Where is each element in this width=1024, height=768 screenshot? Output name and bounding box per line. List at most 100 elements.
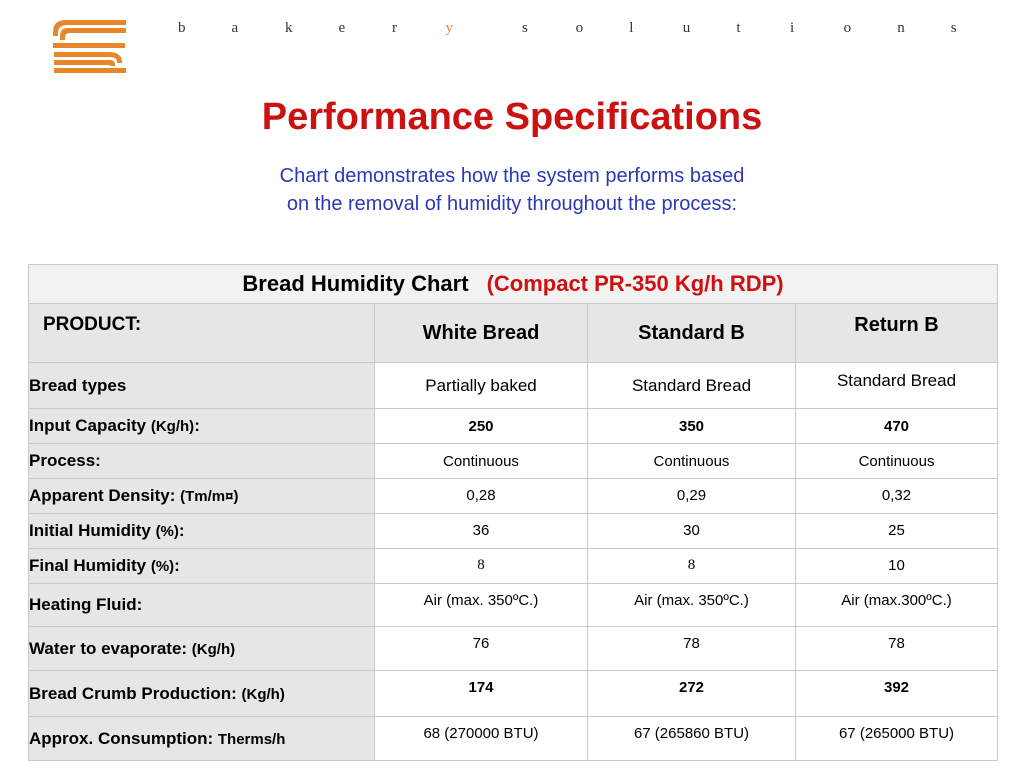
row-label: Initial Humidity (%):	[28, 513, 375, 549]
row-label: Input Capacity (Kg/h):	[28, 408, 375, 444]
row-suffix: :	[174, 556, 180, 575]
table-row: Final Humidity (%): 8 8 10	[28, 548, 999, 584]
row-suffix: :	[194, 416, 200, 435]
table-cell: Continuous	[794, 443, 999, 479]
table-cell: Standard Bread	[794, 362, 999, 409]
table-cell: Standard Bread	[587, 362, 796, 409]
row-label: Process:	[28, 443, 375, 479]
row-unit: (Kg/h)	[150, 418, 195, 435]
row-label-text: Water to evaporate:	[29, 638, 192, 658]
row-label: Water to evaporate: (Kg/h)	[28, 626, 375, 671]
table-cell: Continuous	[374, 443, 588, 479]
table-cell: 0,29	[587, 478, 796, 514]
row-label: Final Humidity (%):	[28, 548, 375, 584]
row-unit: (Tm/m¤)	[180, 488, 239, 505]
subtitle-line-2: on the removal of humidity throughout th…	[286, 193, 738, 215]
table-cell: 470	[794, 408, 999, 444]
brand-letter: t	[736, 20, 741, 36]
table-cell: 250	[374, 408, 588, 444]
table-cell: 8	[587, 548, 796, 584]
row-label: Bread Crumb Production: (Kg/h)	[28, 670, 375, 717]
table-row: Apparent Density: (Tm/m¤) 0,28 0,29 0,32	[28, 478, 999, 514]
row-unit: Therms/h	[217, 730, 286, 748]
column-header: White Bread	[374, 303, 588, 363]
row-unit: (Kg/h)	[241, 685, 285, 703]
brand-letter: s	[522, 20, 528, 36]
table-cell: 36	[374, 513, 588, 549]
table-cell: 78	[794, 626, 999, 671]
row-label: Heating Fluid:	[28, 583, 375, 627]
table-row: Water to evaporate: (Kg/h) 76 78 78	[28, 626, 999, 671]
row-label: Approx. Consumption: Therms/h	[28, 716, 375, 761]
row-unit: (%)	[150, 558, 175, 575]
stylized-s-stripes-logo-icon	[53, 20, 126, 73]
table-cell: 272	[587, 670, 796, 717]
brand-letter: s	[950, 20, 957, 36]
table-cell: Air (max. 350ºC.)	[374, 583, 588, 627]
brand-letter: u	[682, 20, 691, 36]
brand-logo	[52, 18, 128, 74]
row-label-text: Approx. Consumption:	[29, 728, 218, 748]
table-cell: 76	[374, 626, 588, 671]
table-cell: 8	[374, 548, 588, 584]
brand-letter: a	[231, 20, 239, 36]
table-row: Process: Continuous Continuous Continuous	[28, 443, 999, 479]
table-caption: Bread Humidity Chart (Compact PR-350 Kg/h…	[27, 264, 999, 304]
brand-letter: o	[843, 20, 852, 36]
brand-letter: e	[338, 20, 346, 36]
table-cell: 0,28	[374, 478, 588, 514]
brand-letter: o	[575, 20, 584, 36]
row-label-text: Bread Crumb Production:	[29, 683, 242, 703]
brand-letter: n	[897, 20, 905, 36]
table-cell: 392	[794, 670, 999, 717]
table-cell: Partially baked	[374, 362, 588, 409]
table-caption-title: Bread Humidity Chart	[242, 271, 469, 296]
table-cell: Air (max. 350ºC.)	[587, 583, 796, 627]
row-label-text: Final Humidity	[29, 556, 151, 575]
brand-letter: k	[285, 20, 293, 36]
table-cell: 78	[587, 626, 796, 671]
table-caption-model: (Compact PR-350 Kg/h RDP)	[486, 271, 784, 296]
subtitle-line-1: Chart demonstrates how the system perfor…	[279, 165, 745, 187]
page-subtitle: Chart demonstrates how the system perfor…	[0, 162, 1024, 218]
row-label-text: Input Capacity	[29, 416, 151, 435]
row-label-text: Process:	[29, 451, 101, 470]
row-label-text: Bread types	[29, 375, 127, 395]
table-cell: 350	[587, 408, 796, 444]
column-header: Standard B	[587, 303, 796, 363]
row-unit: (%)	[155, 523, 179, 540]
brand-letter: r	[392, 20, 397, 36]
brand-letter: l	[629, 20, 634, 36]
table-cell: 10	[794, 548, 999, 584]
table-cell: 0,32	[794, 478, 999, 514]
row-label-text: Heating Fluid:	[29, 595, 143, 614]
brand-letter: b	[178, 20, 186, 36]
table-row: Bread Crumb Production: (Kg/h) 174 272 392	[28, 670, 999, 717]
table-cell: 25	[794, 513, 999, 549]
table-cell: 174	[374, 670, 588, 717]
table-row: Initial Humidity (%): 36 30 25	[28, 513, 999, 549]
table-row: Approx. Consumption: Therms/h 68 (270000 …	[28, 716, 999, 761]
table-cell: 67 (265860 BTU)	[587, 716, 796, 761]
row-label: Bread types	[28, 362, 375, 409]
row-label-text: Initial Humidity	[29, 521, 156, 540]
brand-letter: i	[790, 20, 795, 36]
column-header: Return B	[794, 303, 999, 363]
page-title: Performance Specifications	[261, 96, 763, 138]
row-suffix: :	[178, 521, 185, 540]
bread-humidity-table: Bread Humidity Chart (Compact PR-350 Kg/h…	[27, 264, 999, 761]
table-cell: Air (max.300ºC.)	[794, 583, 999, 627]
table-cell: 68 (270000 BTU)	[374, 716, 588, 761]
product-header: PRODUCT:	[28, 303, 375, 363]
table-cell: Continuous	[587, 443, 796, 479]
row-label: Apparent Density: (Tm/m¤)	[28, 478, 375, 514]
row-label-text: Apparent Density:	[29, 486, 181, 505]
table-row: Input Capacity (Kg/h): 250 350 470	[28, 408, 999, 444]
table-row: Heating Fluid: Air (max. 350ºC.) Air (max.…	[28, 583, 999, 627]
row-unit: (Kg/h)	[191, 640, 236, 658]
table-cell: 67 (265000 BTU)	[794, 716, 999, 761]
table-row: Bread types Partially baked Standard Bread…	[28, 362, 999, 409]
table-cell: 30	[587, 513, 796, 549]
brand-letter: y	[445, 20, 454, 36]
